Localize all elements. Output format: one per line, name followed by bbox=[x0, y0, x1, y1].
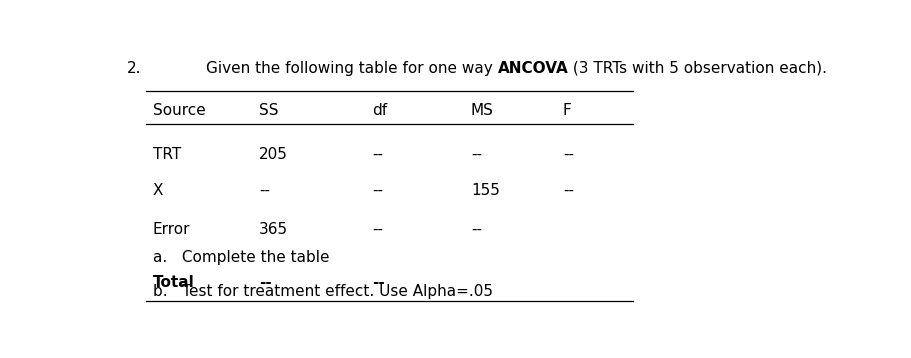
Text: --: -- bbox=[372, 183, 383, 198]
Text: --: -- bbox=[372, 275, 384, 290]
Text: df: df bbox=[372, 103, 386, 118]
Text: --: -- bbox=[259, 275, 271, 290]
Text: Given the following table for one way: Given the following table for one way bbox=[206, 61, 497, 76]
Text: Source: Source bbox=[153, 103, 205, 118]
Text: SS: SS bbox=[259, 103, 278, 118]
Text: b.   Test for treatment effect. Use Alpha=.05: b. Test for treatment effect. Use Alpha=… bbox=[153, 284, 492, 299]
Text: --: -- bbox=[372, 222, 383, 237]
Text: 365: 365 bbox=[259, 222, 288, 237]
Text: --: -- bbox=[562, 147, 573, 162]
Text: (3 TRTs with 5 observation each).: (3 TRTs with 5 observation each). bbox=[568, 61, 826, 76]
Text: Error: Error bbox=[153, 222, 190, 237]
Text: TRT: TRT bbox=[153, 147, 181, 162]
Text: --: -- bbox=[372, 147, 383, 162]
Text: 205: 205 bbox=[259, 147, 288, 162]
Text: X: X bbox=[153, 183, 163, 198]
Text: --: -- bbox=[562, 183, 573, 198]
Text: a.   Complete the table: a. Complete the table bbox=[153, 251, 329, 266]
Text: ANCOVA: ANCOVA bbox=[497, 61, 568, 76]
Text: --: -- bbox=[259, 183, 270, 198]
Text: 155: 155 bbox=[470, 183, 499, 198]
Text: --: -- bbox=[470, 147, 481, 162]
Text: MS: MS bbox=[470, 103, 493, 118]
Text: F: F bbox=[562, 103, 571, 118]
Text: 2.: 2. bbox=[127, 61, 141, 76]
Text: Total: Total bbox=[153, 275, 194, 290]
Text: --: -- bbox=[470, 222, 481, 237]
